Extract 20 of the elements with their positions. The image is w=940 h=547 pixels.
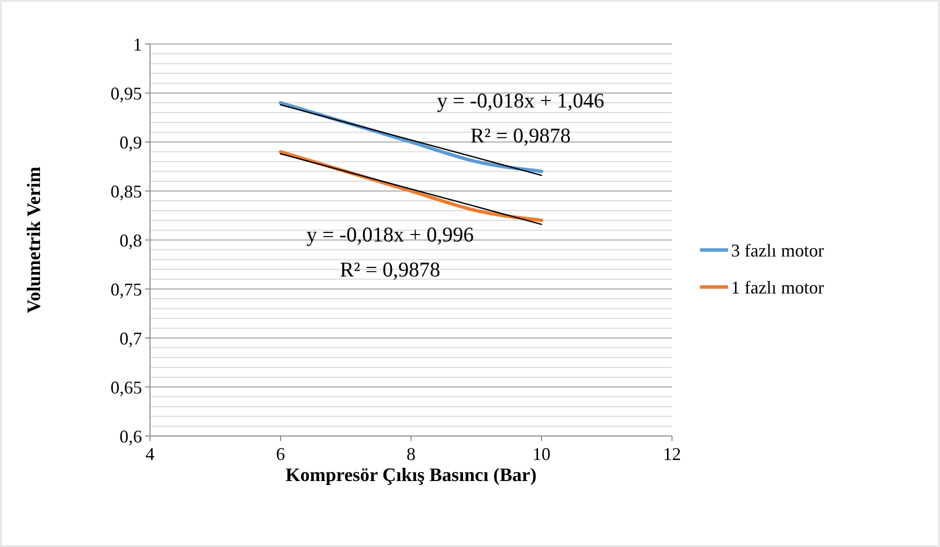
y-tick-label: 0,7: [120, 328, 142, 348]
annotation: y = -0,018x + 0,996 R² = 0,9878: [306, 222, 474, 282]
x-tick-label: 10: [532, 444, 550, 464]
x-axis-title: Kompresör Çıkış Basıncı (Bar): [285, 465, 537, 486]
y-tick-label: 0,8: [120, 230, 142, 250]
x-tick-label: 8: [406, 444, 416, 464]
legend-label: 3 fazlı motor: [731, 240, 824, 260]
legend-label: 1 fazlı motor: [731, 277, 824, 298]
y-tick-label: 0,85: [110, 181, 142, 202]
x-tick-label: 6: [276, 444, 285, 464]
x-tick-label: 12: [663, 444, 681, 464]
y-tick-label: 0,95: [110, 83, 142, 104]
y-tick-label: 0,6: [120, 426, 142, 446]
y-tick-label: 0,65: [110, 377, 142, 398]
annotation: y = -0,018x + 1,046 R² = 0,9878: [437, 88, 604, 148]
y-tick-label: 0,9: [120, 132, 142, 152]
x-tick-label: 4: [146, 444, 154, 464]
y-axis-title: Volumetrik Verim: [24, 166, 45, 314]
y-tick-label: 1: [133, 34, 142, 54]
y-tick-label: 0,75: [110, 279, 142, 300]
